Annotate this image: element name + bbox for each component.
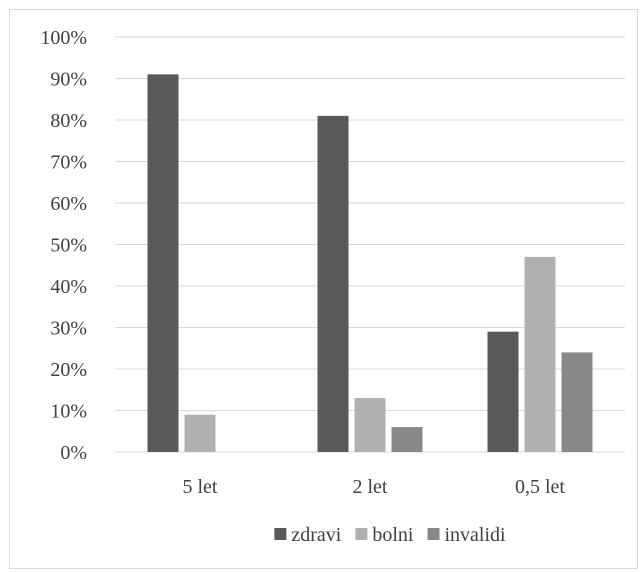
- y-tick-label: 70%: [50, 152, 87, 174]
- y-tick-label: 30%: [50, 318, 87, 340]
- legend: zdravi bolni invalidi: [274, 524, 506, 546]
- y-tick-label: 40%: [50, 276, 87, 298]
- legend-swatch-invalidi: [427, 528, 440, 540]
- x-category-label: 2 let: [353, 476, 388, 498]
- y-tick-label: 20%: [50, 359, 87, 381]
- y-tick-label: 100%: [40, 27, 87, 49]
- legend-label-zdravi: zdravi: [291, 524, 341, 546]
- y-axis-tick-labels: 0% 10% 20% 30% 40% 50% 60% 70% 80% 90% 100%: [40, 27, 87, 464]
- bar-bolni-1: [184, 414, 216, 452]
- bar-bolni-3: [524, 256, 556, 452]
- legend-swatch-bolni: [355, 528, 368, 540]
- y-tick-label: 60%: [50, 193, 87, 215]
- bar-zdravi-3: [487, 331, 519, 452]
- bar-zdravi-2: [317, 115, 349, 452]
- x-axis-category-labels: 5 let 2 let 0,5 let: [183, 476, 566, 498]
- legend-label-bolni: bolni: [372, 524, 414, 546]
- bar-invalidi-2: [391, 427, 423, 452]
- bar-zdravi-1: [147, 74, 179, 452]
- y-tick-label: 50%: [50, 235, 87, 257]
- y-tick-label: 90%: [50, 69, 87, 91]
- x-category-label: 0,5 let: [515, 476, 565, 498]
- bar-invalidi-3: [561, 352, 593, 452]
- y-tick-label: 80%: [50, 110, 87, 132]
- y-tick-label: 0%: [60, 442, 87, 464]
- legend-label-invalidi: invalidi: [445, 524, 507, 546]
- bar-bolni-2: [354, 398, 386, 452]
- legend-swatch-zdravi: [274, 528, 287, 540]
- y-tick-label: 10%: [50, 401, 87, 423]
- x-category-label: 5 let: [183, 476, 218, 498]
- bars: [147, 74, 593, 452]
